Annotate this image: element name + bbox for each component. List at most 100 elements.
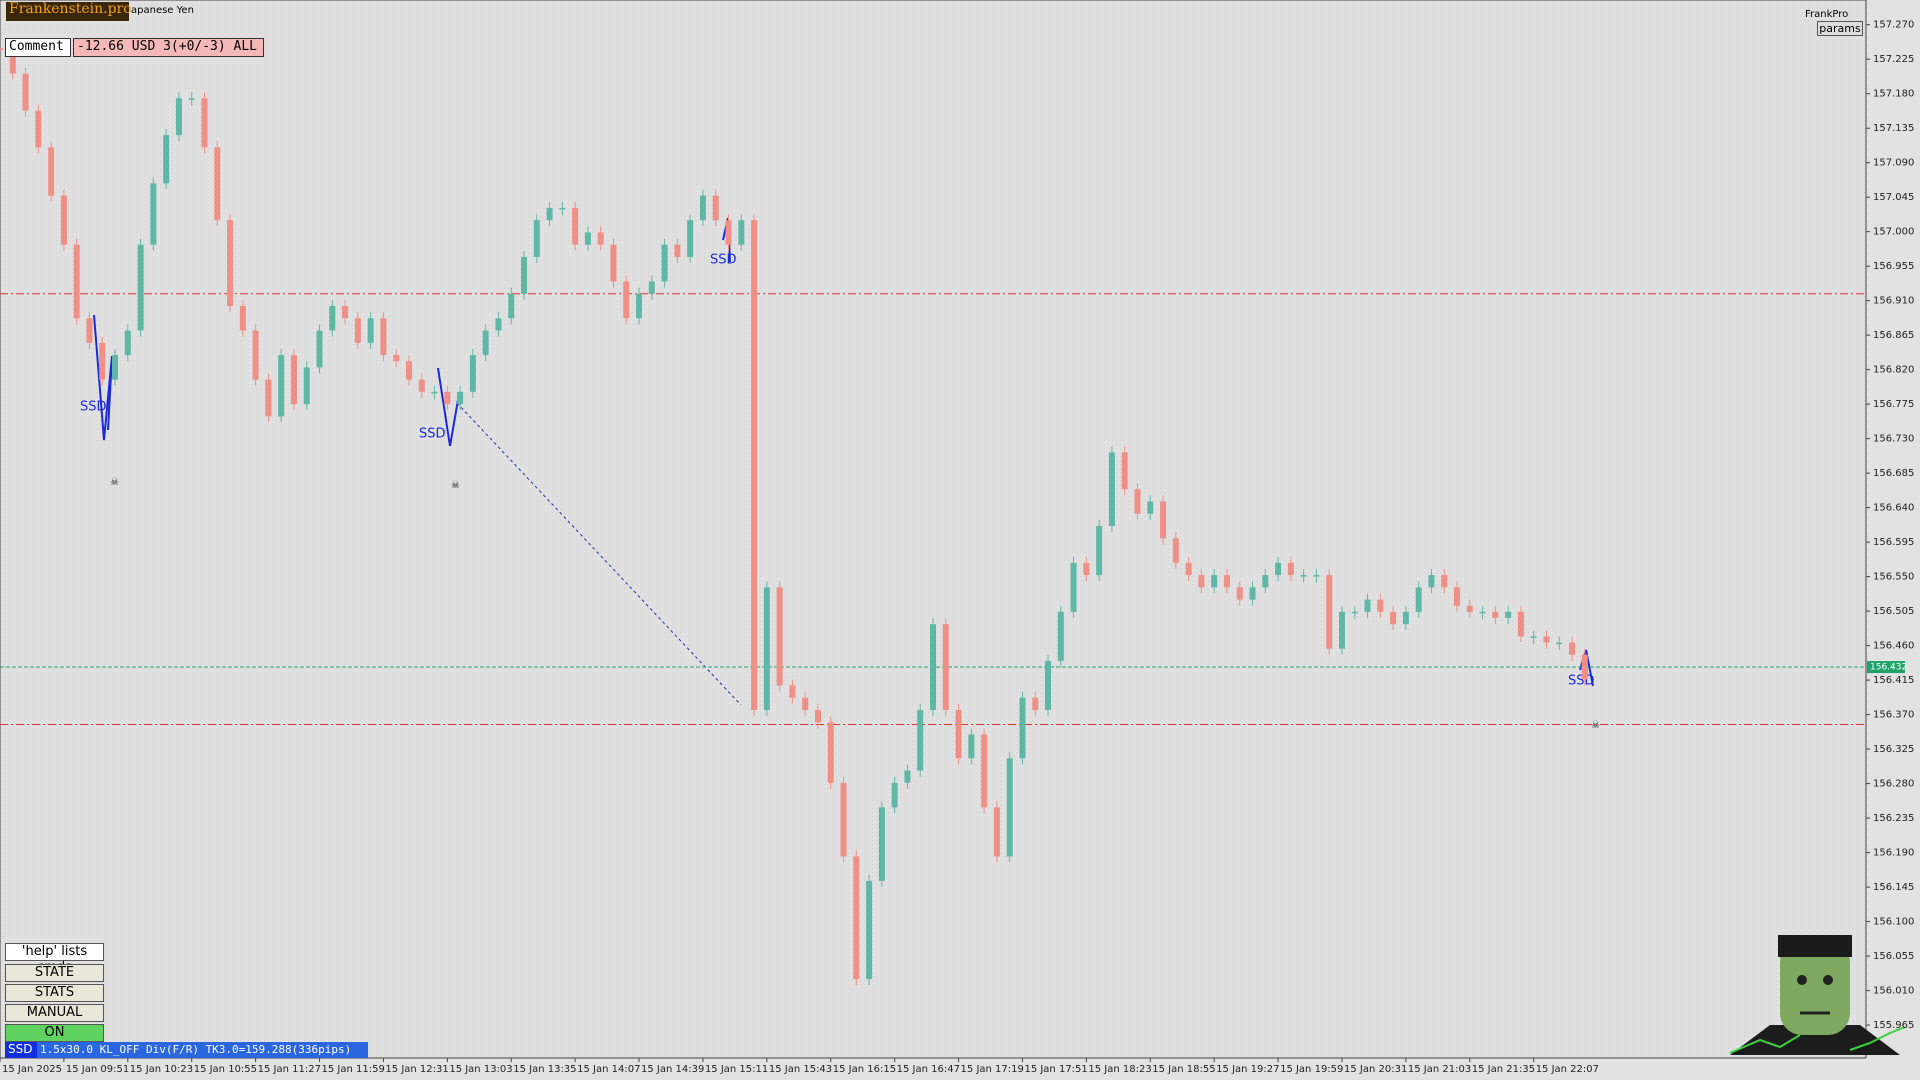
candle xyxy=(342,306,349,319)
y-tick-label: 157.270 xyxy=(1873,20,1914,31)
candle xyxy=(329,306,336,331)
x-tick-label: 15 Jan 12:31 xyxy=(385,1064,448,1075)
candle xyxy=(1313,575,1320,577)
candle xyxy=(482,330,489,356)
x-tick-label: 15 Jan 10:23 xyxy=(130,1064,193,1075)
candle xyxy=(1172,538,1179,563)
y-tick-label: 156.910 xyxy=(1873,296,1914,307)
candle xyxy=(60,195,67,245)
x-tick-label: 15 Jan 11:27 xyxy=(258,1064,321,1075)
y-tick-label: 157.135 xyxy=(1873,123,1914,134)
y-tick-label: 156.055 xyxy=(1873,951,1914,962)
annotation: SSD xyxy=(1568,674,1595,689)
candle xyxy=(1581,654,1588,680)
avatar xyxy=(1729,935,1906,1055)
candle xyxy=(86,318,93,343)
candle xyxy=(891,782,898,808)
annotation: SSD xyxy=(710,253,737,268)
stats-button[interactable]: STATS xyxy=(5,984,104,1002)
candle xyxy=(73,244,80,319)
candle xyxy=(789,685,796,698)
candle xyxy=(1569,642,1576,655)
brand-label: Frankenstein.pro xyxy=(6,2,132,21)
signal-shape xyxy=(93,314,113,441)
candle xyxy=(469,355,476,392)
candle xyxy=(1466,605,1473,612)
candle xyxy=(124,330,131,356)
candle xyxy=(1096,526,1103,576)
y-tick-label: 156.550 xyxy=(1873,572,1914,583)
candle xyxy=(1249,587,1256,600)
candle xyxy=(239,306,246,331)
candle xyxy=(1377,599,1384,612)
candle xyxy=(814,709,821,723)
params-button[interactable]: params xyxy=(1817,21,1863,36)
comment-button[interactable]: Comment xyxy=(5,38,71,57)
candle xyxy=(1147,501,1154,514)
candle xyxy=(367,318,374,343)
candle xyxy=(521,256,528,294)
current-price-box xyxy=(1867,661,1905,674)
y-tick-label: 156.685 xyxy=(1873,468,1914,479)
annotation: SSD xyxy=(80,400,107,415)
candle xyxy=(1300,575,1307,577)
candle xyxy=(878,807,885,881)
x-tick-label: 15 Jan 14:39 xyxy=(641,1064,704,1075)
candle xyxy=(1351,611,1358,614)
state-button[interactable]: STATE xyxy=(5,964,104,982)
candle xyxy=(904,770,911,783)
candle xyxy=(495,318,502,331)
y-tick-label: 157.045 xyxy=(1873,192,1914,203)
candle xyxy=(431,391,438,394)
candle xyxy=(687,220,694,257)
candle xyxy=(1454,587,1461,606)
x-tick-label: 15 Jan 22:07 xyxy=(1536,1064,1599,1075)
candle xyxy=(827,722,834,783)
candle xyxy=(48,147,55,196)
x-tick-label: 15 Jan 2025 xyxy=(2,1064,62,1075)
candle xyxy=(1390,611,1397,625)
x-tick-label: 15 Jan 18:23 xyxy=(1088,1064,1151,1075)
current-price-label: 156.432 xyxy=(1870,663,1907,673)
on-button[interactable]: ON xyxy=(5,1024,104,1042)
y-tick-label: 155.965 xyxy=(1873,1020,1914,1031)
y-tick-label: 156.865 xyxy=(1873,330,1914,341)
candle xyxy=(1006,758,1013,857)
y-tick-label: 156.190 xyxy=(1873,848,1914,859)
skull-icon: ☠ xyxy=(451,480,460,491)
candle xyxy=(981,734,988,808)
candle xyxy=(99,342,106,380)
candle xyxy=(457,391,464,405)
y-tick-label: 156.280 xyxy=(1873,779,1914,790)
candle xyxy=(1530,636,1537,638)
candle xyxy=(699,195,706,221)
candle xyxy=(661,244,668,282)
y-tick-label: 156.595 xyxy=(1873,537,1914,548)
candle xyxy=(22,73,29,111)
x-tick-label: 15 Jan 20:31 xyxy=(1344,1064,1407,1075)
candle xyxy=(1556,642,1563,645)
x-tick-label: 15 Jan 13:03 xyxy=(449,1064,512,1075)
candle xyxy=(214,147,221,221)
candle xyxy=(1121,452,1128,490)
candle xyxy=(1083,562,1090,576)
y-tick-label: 156.100 xyxy=(1873,917,1914,928)
candle xyxy=(942,624,949,710)
y-tick-label: 156.955 xyxy=(1873,261,1914,272)
candle xyxy=(252,330,259,380)
y-tick-label: 156.820 xyxy=(1873,365,1914,376)
candle xyxy=(1543,636,1550,643)
skull-icon: ☠ xyxy=(1591,720,1600,731)
candle xyxy=(674,244,681,257)
candle xyxy=(597,232,604,245)
candle xyxy=(1108,452,1115,527)
manual-button[interactable]: MANUAL xyxy=(5,1004,104,1022)
candle xyxy=(1287,562,1294,576)
candle xyxy=(163,135,170,184)
candle xyxy=(1057,611,1064,661)
x-tick-label: 15 Jan 21:03 xyxy=(1408,1064,1471,1075)
candle xyxy=(1441,575,1448,588)
candle xyxy=(802,697,809,710)
candle xyxy=(354,318,361,343)
